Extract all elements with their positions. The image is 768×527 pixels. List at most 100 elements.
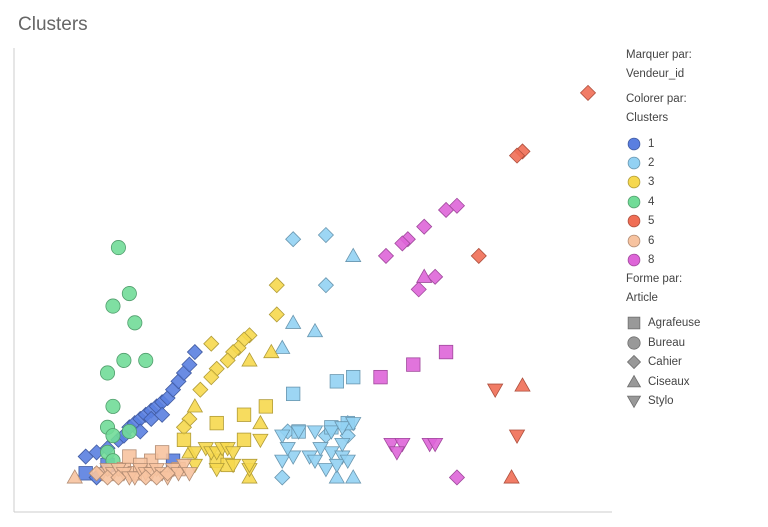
point-cluster-5-ciseaux (503, 469, 520, 484)
circle-icon (627, 336, 641, 350)
point-cluster-6-stylo (126, 471, 144, 486)
point-cluster-8-cahier (437, 201, 455, 219)
circle-swatch-icon (627, 195, 641, 209)
square-icon (627, 317, 641, 330)
circle-swatch-icon (627, 176, 641, 189)
point-cluster-1-cahier (154, 406, 171, 423)
legend-item-label: 4 (648, 195, 655, 208)
point-cluster-4-bureau (105, 428, 121, 444)
circle-swatch-icon (627, 214, 641, 228)
point-cluster-2-agrafeuse (346, 369, 361, 385)
legend-item-label: Agrafeuse (648, 317, 701, 330)
point-cluster-2-ciseaux (306, 322, 324, 338)
point-cluster-8-stylo (426, 437, 444, 453)
point-cluster-3-stylo (224, 446, 242, 461)
legend-item-cluster-5: 5 (626, 212, 766, 231)
data-points (66, 84, 597, 486)
point-cluster-2-stylo (306, 454, 324, 470)
legend-cluster-list: 1 2 3 4 5 6 8 (626, 134, 766, 270)
point-cluster-4-bureau (105, 398, 121, 414)
legend-item-cluster-1: 1 (626, 134, 766, 153)
point-cluster-3-cahier (203, 335, 220, 352)
point-cluster-3-stylo (186, 446, 204, 461)
point-cluster-2-ciseaux (284, 314, 302, 329)
point-cluster-3-ciseaux (252, 414, 269, 430)
point-cluster-6-agrafeuse (154, 445, 170, 460)
point-cluster-6-cahier (99, 469, 116, 486)
point-cluster-6-stylo (170, 467, 187, 482)
point-cluster-5-cahier (579, 84, 597, 101)
point-cluster-3-agrafeuse (236, 432, 252, 447)
point-cluster-8-agrafeuse (438, 344, 454, 360)
point-cluster-2-stylo (284, 450, 302, 465)
legend-item-label: 1 (648, 137, 655, 150)
point-cluster-2-cahier (274, 469, 291, 486)
circle-swatch-icon (627, 156, 641, 170)
point-cluster-4-bureau (116, 352, 132, 368)
point-cluster-8-agrafeuse (406, 357, 421, 372)
point-cluster-6-agrafeuse (122, 449, 137, 464)
point-cluster-8-stylo (394, 437, 411, 453)
legend-shape-list: Agrafeuse Bureau Cahier Ciseaux Stylo (626, 314, 766, 411)
legend-item-label: Cahier (648, 356, 682, 369)
point-cluster-8-cahier (410, 281, 427, 298)
point-cluster-3-cahier (268, 277, 285, 294)
point-cluster-8-cahier (377, 247, 395, 264)
legend-color-value: Clusters (626, 112, 669, 124)
point-cluster-1-cahier (181, 356, 198, 373)
point-cluster-8-ciseaux (416, 268, 433, 283)
legend-item-label: 2 (648, 157, 655, 170)
point-cluster-2-stylo (317, 463, 335, 478)
point-cluster-2-stylo (323, 425, 340, 440)
point-cluster-2-stylo (312, 442, 329, 457)
point-cluster-2-stylo (334, 421, 351, 436)
point-cluster-2-agrafeuse (286, 386, 301, 402)
legend-item-cluster-6: 6 (626, 231, 766, 250)
triangle-down-icon (626, 395, 642, 409)
point-cluster-5-stylo (486, 383, 504, 398)
point-cluster-3-agrafeuse (176, 432, 192, 447)
legend-item-label: 6 (648, 234, 655, 247)
legend-item-label: 8 (648, 254, 655, 267)
point-cluster-5-stylo (508, 429, 526, 444)
point-cluster-2-stylo (274, 429, 291, 444)
point-cluster-3-stylo (186, 458, 204, 474)
point-cluster-2-stylo (345, 417, 362, 432)
point-cluster-2-cahier (317, 277, 334, 294)
legend-item-label: Bureau (648, 336, 686, 349)
legend-item-shape-stylo: Stylo (626, 391, 766, 410)
point-cluster-2-stylo (328, 458, 346, 474)
circle-swatch-icon (627, 253, 641, 267)
point-cluster-3-ciseaux (241, 352, 258, 367)
point-cluster-3-agrafeuse (209, 415, 224, 431)
legend-item-cluster-8: 8 (626, 250, 766, 269)
point-cluster-1-cahier (186, 343, 203, 361)
legend: Marquer par: Vendeur_id Colorer par: Clu… (626, 46, 766, 411)
legend-item-shape-agrafeuse: Agrafeuse (626, 314, 766, 333)
point-cluster-2-cahier (317, 226, 334, 244)
point-cluster-2-stylo (323, 446, 340, 461)
point-cluster-2-stylo (290, 425, 307, 440)
legend-item-shape-bureau: Bureau (626, 333, 766, 352)
circle-swatch-icon (627, 234, 641, 247)
point-cluster-8-stylo (388, 446, 406, 461)
point-cluster-3-cahier (192, 381, 209, 398)
point-cluster-4-bureau (127, 315, 143, 331)
legend-shape-label: Forme par: (626, 272, 683, 285)
point-cluster-3-cahier (219, 352, 236, 369)
point-cluster-2-stylo (339, 454, 356, 470)
triangle-up-icon (626, 374, 642, 387)
legend-item-cluster-2: 2 (626, 153, 766, 172)
point-cluster-3-cahier (268, 306, 285, 323)
legend-item-cluster-4: 4 (626, 192, 766, 211)
point-cluster-8-cahier (448, 469, 466, 486)
point-cluster-2-cahier (285, 231, 302, 248)
point-cluster-2-agrafeuse (329, 374, 344, 389)
point-cluster-8-cahier (416, 218, 433, 235)
point-cluster-6-ciseaux (66, 469, 83, 484)
legend-item-label: Ciseaux (648, 375, 690, 388)
point-cluster-4-bureau (105, 298, 121, 314)
point-cluster-3-ciseaux (263, 343, 280, 359)
point-cluster-4-bureau (110, 240, 126, 256)
point-cluster-2-ciseaux (274, 339, 291, 354)
